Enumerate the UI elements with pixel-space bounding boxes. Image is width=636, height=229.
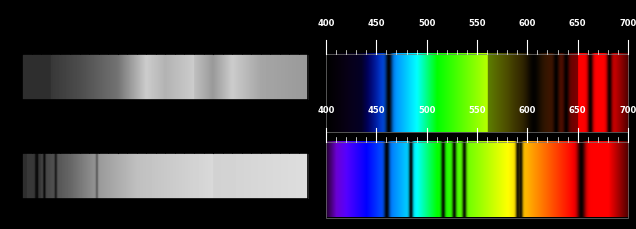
Text: 400: 400 xyxy=(317,19,335,27)
Text: 550: 550 xyxy=(468,19,486,27)
Text: 650: 650 xyxy=(569,106,586,114)
Text: Diamond: Diamond xyxy=(22,110,53,115)
Text: 550: 550 xyxy=(468,106,486,114)
Text: 6000: 6000 xyxy=(205,136,221,141)
Text: – treated yellow-brown, yellow, black, if any light can be transmitted: – treated yellow-brown, yellow, black, i… xyxy=(97,110,314,115)
Text: Diamond: Diamond xyxy=(22,208,53,213)
Text: 5000: 5000 xyxy=(110,37,125,42)
Text: 650: 650 xyxy=(569,19,586,27)
Text: 500: 500 xyxy=(418,106,435,114)
Text: 450: 450 xyxy=(368,19,385,27)
Text: 4000: 4000 xyxy=(15,37,30,42)
Bar xyxy=(326,142,628,218)
Text: 7000: 7000 xyxy=(301,136,316,141)
Bar xyxy=(22,55,308,101)
Text: 5000: 5000 xyxy=(110,136,125,141)
Text: 400: 400 xyxy=(317,106,335,114)
Text: – pale yellow (cape spectrum)  ■  ■: – pale yellow (cape spectrum) ■ ■ xyxy=(97,208,211,213)
Text: 4000: 4000 xyxy=(15,136,30,141)
Bar xyxy=(326,55,628,133)
Text: 6000: 6000 xyxy=(205,37,221,42)
Text: 700: 700 xyxy=(619,19,636,27)
Text: 7000: 7000 xyxy=(301,37,316,42)
Text: 450: 450 xyxy=(368,106,385,114)
Text: 600: 600 xyxy=(519,19,536,27)
Text: 600: 600 xyxy=(519,106,536,114)
Text: 500: 500 xyxy=(418,19,435,27)
Text: (diffused transmitted light)  ■  ■  ■: (diffused transmitted light) ■ ■ ■ xyxy=(41,126,156,131)
Bar xyxy=(22,153,308,199)
Text: 700: 700 xyxy=(619,106,636,114)
